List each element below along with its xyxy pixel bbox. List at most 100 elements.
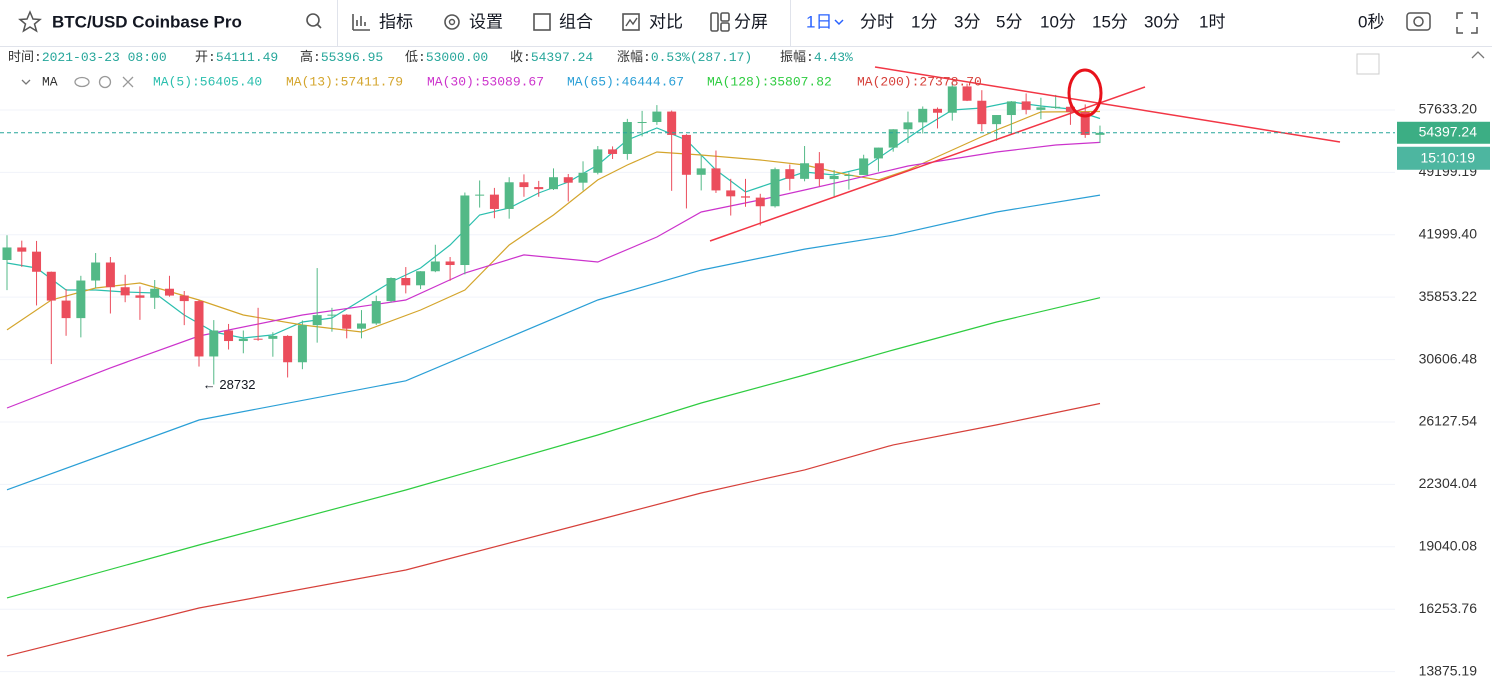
candle-body bbox=[918, 108, 928, 123]
candle-body bbox=[667, 111, 677, 135]
ma-line bbox=[6, 141, 1101, 409]
candle-body bbox=[711, 168, 721, 191]
info-label: 低: bbox=[405, 50, 426, 65]
interval[interactable]: 10分 bbox=[1040, 12, 1076, 31]
candle-body bbox=[933, 108, 943, 113]
candle-body bbox=[755, 197, 765, 207]
visibility-icon[interactable] bbox=[74, 76, 90, 88]
candle-body bbox=[1006, 101, 1016, 116]
info-value: 54111.49 bbox=[216, 50, 278, 65]
candle-body bbox=[873, 147, 883, 159]
legend-entry: MA(128):35807.82 bbox=[707, 74, 832, 89]
y-tick-label: 30606.48 bbox=[1419, 350, 1478, 366]
low-annotation: ← 28732 bbox=[203, 377, 256, 392]
toolbar-button[interactable]: 指标 bbox=[379, 12, 413, 31]
grid bbox=[0, 109, 1395, 673]
candle-body bbox=[726, 190, 736, 197]
screenshot-lens bbox=[1413, 16, 1424, 27]
legend-entry: MA(30):53089.67 bbox=[427, 74, 544, 89]
interval[interactable]: 分时 bbox=[860, 12, 894, 31]
layout-icon bbox=[720, 22, 730, 32]
layout-icon bbox=[720, 12, 730, 22]
info-item: 高:55396.95 bbox=[300, 49, 383, 65]
candle-body bbox=[135, 295, 145, 298]
info-item: 收:54397.24 bbox=[510, 50, 593, 65]
screenshot-button[interactable] bbox=[1406, 12, 1431, 31]
info-item: 时间:2021-03-23 08:00 bbox=[8, 50, 167, 65]
info-label: 涨幅: bbox=[617, 50, 651, 65]
candle-body bbox=[179, 295, 189, 302]
y-tick-label: 13875.19 bbox=[1419, 662, 1478, 678]
candle-body bbox=[504, 182, 514, 209]
candle-body bbox=[268, 335, 278, 339]
settings-icon bbox=[444, 14, 460, 30]
candle-body bbox=[1065, 106, 1075, 112]
info-value: 55396.95 bbox=[321, 50, 383, 65]
ma-line bbox=[6, 101, 1101, 339]
candle-body bbox=[120, 287, 130, 296]
info-label: 振幅: bbox=[780, 50, 814, 65]
info-item: 开:54111.49 bbox=[195, 50, 278, 65]
legend-entry: MA(13):57411.79 bbox=[286, 74, 403, 89]
toolbar: BTC/USD Coinbase Pro 指标 设置 组合 对比 分屏 1日 分… bbox=[0, 0, 1492, 47]
candle-body bbox=[371, 301, 381, 324]
interval[interactable]: 3分 bbox=[954, 12, 980, 31]
symbol-name[interactable]: BTC/USD Coinbase Pro bbox=[52, 12, 242, 31]
highlight-ellipse[interactable] bbox=[1067, 68, 1103, 118]
trend-line[interactable] bbox=[874, 66, 1341, 143]
interval-active[interactable]: 1日 bbox=[806, 12, 832, 31]
interval[interactable]: 1分 bbox=[911, 12, 937, 31]
candle-body bbox=[814, 163, 824, 180]
search-icon-handle bbox=[316, 23, 322, 29]
candle-body bbox=[1021, 101, 1031, 110]
candle-body bbox=[947, 86, 957, 113]
candle-body bbox=[312, 315, 322, 326]
ma-line bbox=[6, 297, 1101, 599]
interval-dropdown[interactable] bbox=[834, 19, 844, 26]
overlay: 54397.24 15:10:19 bbox=[0, 121, 1490, 170]
candle-body bbox=[548, 177, 558, 190]
candle-body bbox=[785, 169, 795, 179]
template-icon bbox=[533, 13, 551, 31]
info-item: 涨幅:0.53%(287.17) bbox=[617, 50, 752, 65]
legend-entry: MA(65):46444.67 bbox=[567, 74, 684, 89]
candle-body bbox=[401, 278, 411, 286]
fullscreen-button[interactable] bbox=[1456, 12, 1478, 34]
search-icon[interactable] bbox=[306, 13, 320, 27]
maximize-pane[interactable] bbox=[1356, 53, 1380, 75]
collapse-icon[interactable] bbox=[21, 79, 31, 85]
candle-body bbox=[32, 251, 42, 272]
info-value: 2021-03-23 08:00 bbox=[42, 50, 167, 65]
info-label: 高: bbox=[300, 49, 321, 65]
drawings bbox=[709, 66, 1341, 242]
settings-icon[interactable] bbox=[98, 75, 112, 89]
candle-body bbox=[829, 175, 839, 180]
remove-icon[interactable] bbox=[122, 76, 134, 88]
favorite-icon[interactable] bbox=[18, 10, 42, 33]
toolbar-button[interactable]: 对比 bbox=[649, 12, 683, 31]
interval[interactable]: 1时 bbox=[1199, 12, 1225, 31]
candle-body bbox=[741, 196, 750, 198]
candle-body bbox=[460, 195, 470, 266]
ma-line bbox=[6, 194, 1101, 491]
candle-body bbox=[224, 330, 234, 342]
toolbar-button[interactable]: 分屏 bbox=[734, 12, 768, 31]
candle-body bbox=[342, 314, 352, 329]
interval[interactable]: 30分 bbox=[1144, 12, 1180, 31]
interval[interactable]: 15分 bbox=[1092, 12, 1128, 31]
layout-icon bbox=[710, 12, 719, 32]
candle-body bbox=[445, 261, 455, 266]
toolbar-button[interactable]: 组合 bbox=[559, 12, 593, 31]
ma-line bbox=[6, 110, 1101, 333]
scroll-up[interactable] bbox=[1471, 51, 1485, 59]
toolbar-button[interactable]: 设置 bbox=[469, 12, 503, 31]
candle-body bbox=[652, 111, 662, 123]
candle-body bbox=[563, 177, 573, 183]
interval[interactable]: 5分 bbox=[996, 12, 1022, 31]
trend-line[interactable] bbox=[709, 86, 1146, 242]
candle-body bbox=[534, 187, 544, 190]
candle-body bbox=[475, 194, 485, 196]
y-tick-label: 35853.22 bbox=[1419, 288, 1478, 304]
